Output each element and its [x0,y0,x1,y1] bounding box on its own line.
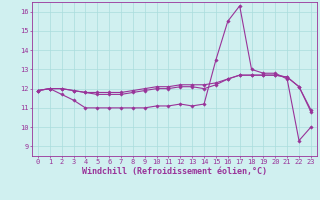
X-axis label: Windchill (Refroidissement éolien,°C): Windchill (Refroidissement éolien,°C) [82,167,267,176]
